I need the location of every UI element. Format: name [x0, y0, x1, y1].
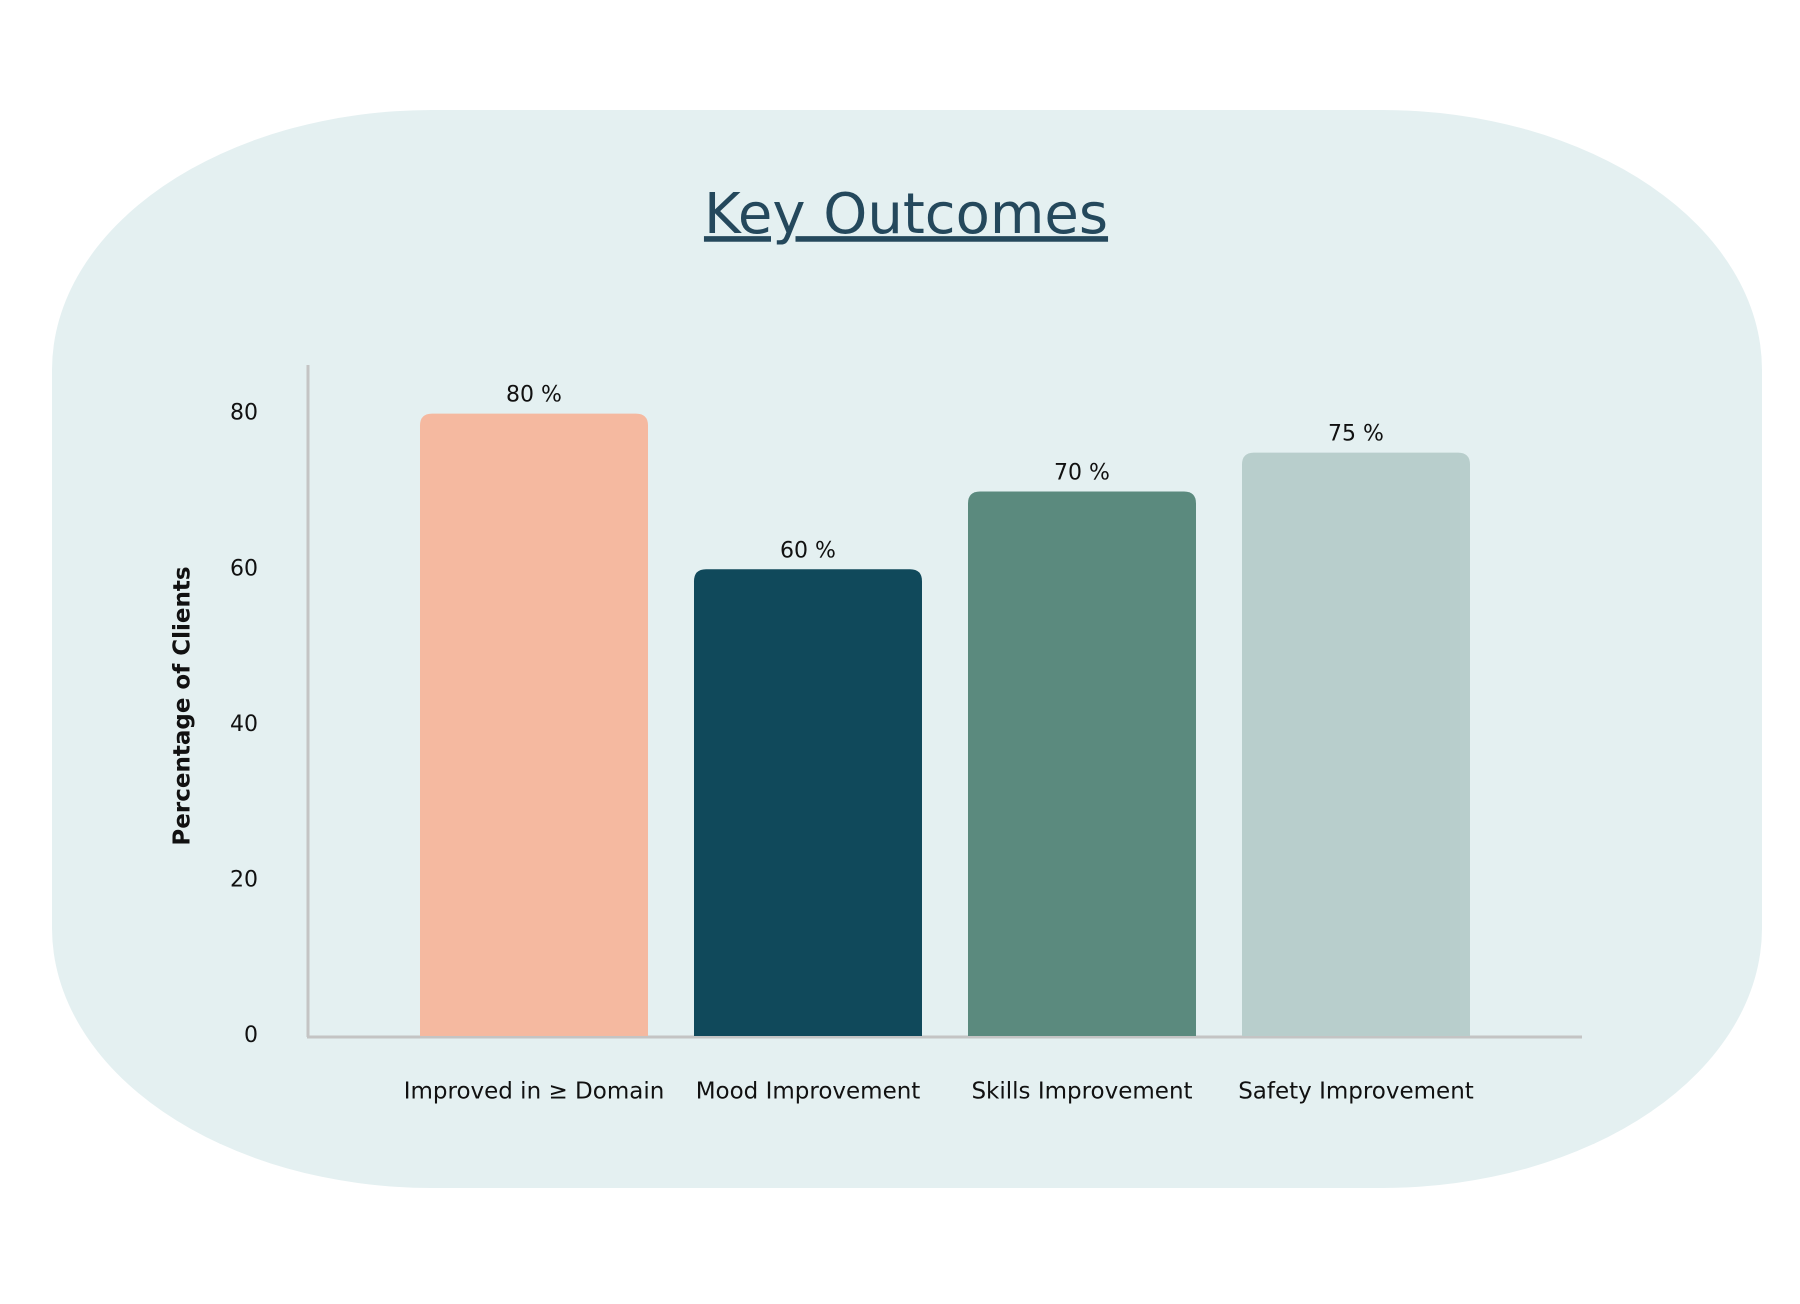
y-tick-label: 40 — [230, 712, 258, 737]
y-tick-label: 60 — [230, 556, 258, 581]
bar — [968, 491, 1196, 1037]
x-tick-label: Safety Improvement — [1238, 1079, 1474, 1105]
bar — [1242, 452, 1470, 1036]
value-label: 80 % — [506, 383, 562, 408]
value-label: 75 % — [1328, 422, 1384, 447]
y-tick-label: 20 — [230, 867, 258, 892]
y-axis-label: Percentage of Clients — [170, 566, 196, 845]
x-tick-label: Improved in ≥ Domain — [404, 1079, 665, 1105]
chart-title: Key Outcomes — [704, 182, 1108, 247]
bar — [420, 413, 648, 1036]
y-tick-label: 80 — [230, 401, 258, 426]
bar — [694, 569, 922, 1036]
y-tick-label: 0 — [244, 1023, 258, 1048]
value-label: 70 % — [1054, 460, 1110, 485]
x-tick-label: Skills Improvement — [971, 1079, 1192, 1105]
value-label: 60 % — [780, 538, 836, 563]
x-tick-label: Mood Improvement — [696, 1079, 921, 1105]
